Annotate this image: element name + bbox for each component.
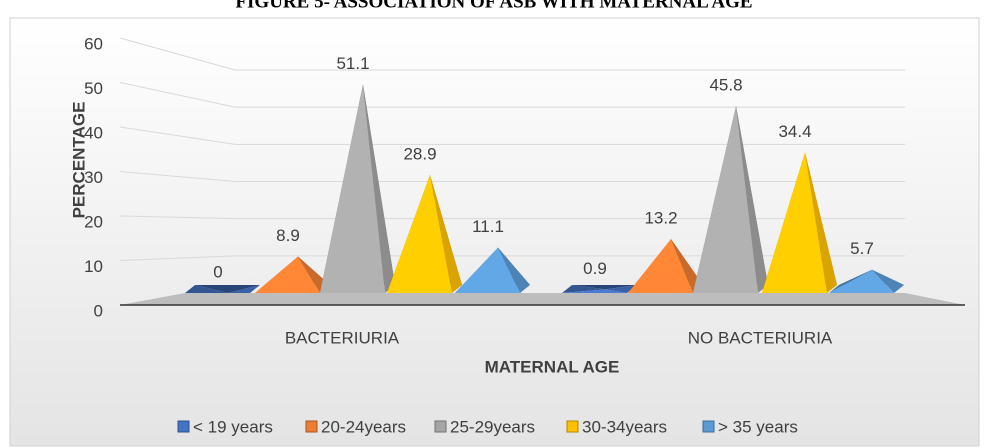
legend-swatch — [434, 420, 447, 433]
x-axis-title: MATERNAL AGE — [485, 357, 620, 376]
y-tick-label: 0 — [94, 301, 103, 320]
legend-label: < 19 years — [193, 417, 273, 436]
pyramid-right — [605, 285, 637, 293]
y-tick-label: 60 — [84, 34, 103, 53]
pyramid-front — [693, 105, 758, 293]
y-axis-title: PERCENTAGE — [69, 102, 88, 219]
floor — [120, 293, 965, 305]
data-label: 5.7 — [850, 239, 874, 258]
y-tick-label: 40 — [84, 123, 103, 142]
pyramid-right — [430, 174, 462, 293]
data-label: 28.9 — [403, 144, 436, 163]
pyramid-front — [320, 84, 385, 293]
data-label: 0.9 — [583, 259, 607, 278]
pyramid-left — [562, 285, 605, 293]
grid-line — [119, 171, 905, 182]
pyramid-front — [628, 239, 693, 293]
legend-swatch — [305, 420, 318, 433]
grid-line — [119, 37, 905, 71]
y-tick-label: 10 — [84, 257, 103, 276]
pyramid-right — [498, 247, 530, 293]
grid-line — [119, 126, 905, 145]
pyramid-left — [829, 269, 872, 293]
x-tick-label: BACTERIURIA — [285, 328, 400, 347]
pyramid-right — [228, 285, 260, 293]
pyramid-right — [805, 152, 837, 293]
pyramid-front — [255, 256, 320, 293]
legend-label: 20-24years — [321, 417, 406, 436]
pyramid-left — [185, 285, 228, 293]
y-tick-label: 50 — [84, 79, 103, 98]
x-tick-label: NO BACTERIURIA — [688, 328, 833, 347]
pyramid-front — [829, 269, 894, 293]
y-tick-label: 20 — [84, 212, 103, 231]
data-label: 51.1 — [336, 54, 369, 73]
pyramid-right — [671, 239, 703, 293]
data-label: 34.4 — [778, 122, 811, 141]
data-label: 0 — [213, 262, 222, 281]
pyramid-front — [387, 174, 452, 293]
pyramid-right — [736, 105, 768, 293]
pyramid-back — [572, 285, 637, 290]
pyramid-right — [872, 269, 904, 293]
data-label: 8.9 — [276, 226, 300, 245]
pyramid-right — [363, 84, 395, 293]
data-label: 11.1 — [472, 217, 504, 236]
legend-swatch — [702, 420, 715, 433]
chart-title: FIGURE 5- ASSOCIATION OF ASB WITH MATERN… — [235, 0, 752, 12]
pyramid-front — [562, 289, 627, 293]
pyramid-front — [455, 247, 520, 293]
legend-label: 30-34years — [582, 417, 667, 436]
data-label: 13.2 — [644, 209, 677, 228]
legend-label: > 35 years — [718, 417, 798, 436]
grid-line — [119, 215, 905, 220]
legend-swatch — [177, 420, 190, 433]
pyramid-front — [762, 152, 827, 293]
legend-label: 25-29years — [450, 417, 535, 436]
grid-line — [119, 82, 905, 108]
data-label: 45.8 — [709, 75, 742, 94]
legend-swatch — [566, 420, 579, 433]
y-tick-label: 30 — [84, 168, 103, 187]
pyramid-back — [195, 285, 260, 293]
